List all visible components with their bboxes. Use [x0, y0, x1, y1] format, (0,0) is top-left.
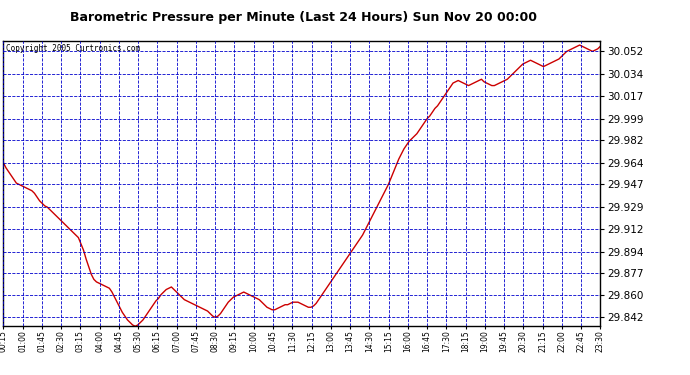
Text: Barometric Pressure per Minute (Last 24 Hours) Sun Nov 20 00:00: Barometric Pressure per Minute (Last 24 …	[70, 11, 537, 24]
Text: Copyright 2005 Curtronics.com: Copyright 2005 Curtronics.com	[6, 44, 141, 53]
